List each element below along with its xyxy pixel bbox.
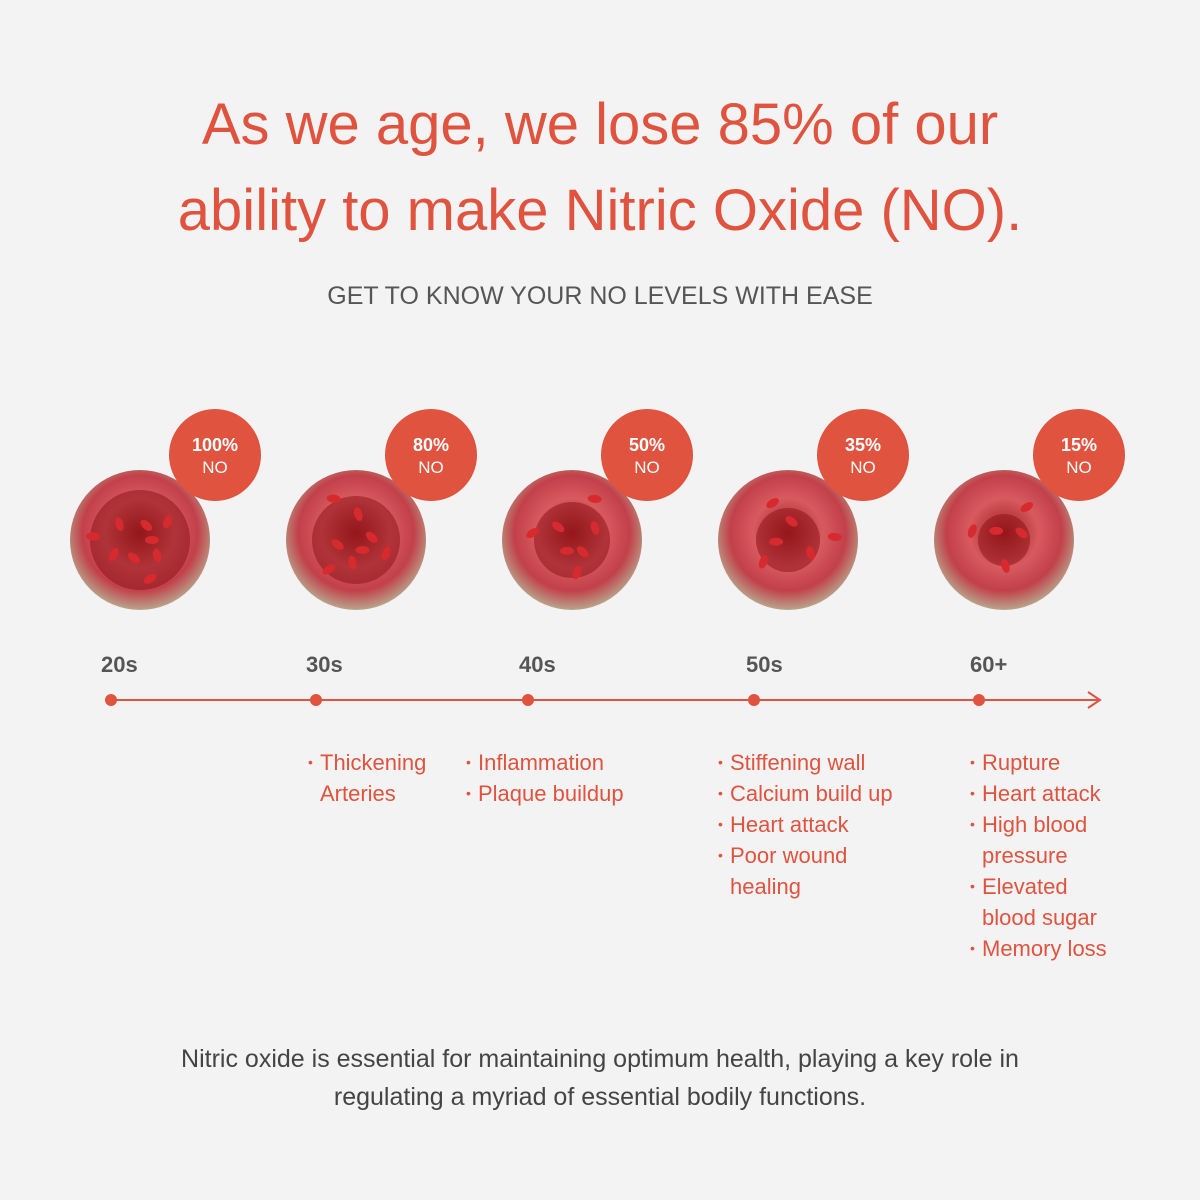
blood-cell xyxy=(1001,559,1010,573)
blood-cell xyxy=(758,555,768,569)
condition-item: Rupture xyxy=(970,747,1125,778)
condition-item: Heart attack xyxy=(718,809,908,840)
blood-cell xyxy=(331,539,344,550)
age-label: 40s xyxy=(519,652,556,677)
blood-cell xyxy=(552,521,565,533)
blood-cell xyxy=(785,516,798,527)
level-unit: NO xyxy=(850,458,876,477)
level-value: 15% xyxy=(1060,435,1098,455)
subtitle: GET TO KNOW YOUR NO LEVELS WITH EASE xyxy=(327,282,873,310)
blood-cell xyxy=(766,498,779,509)
blood-cell xyxy=(1020,502,1034,513)
blood-cell xyxy=(163,515,173,529)
condition-item: Memory loss xyxy=(970,933,1125,964)
blood-cell xyxy=(769,537,784,546)
age-label: 60+ xyxy=(970,652,1008,677)
vessel-lumen xyxy=(756,508,820,572)
condition-list: Stiffening wallCalcium build upHeart att… xyxy=(718,747,908,902)
blood-cell xyxy=(365,531,378,543)
age-label: 20s xyxy=(101,652,138,677)
level-unit: NO xyxy=(202,458,228,477)
blood-cell xyxy=(355,546,370,555)
blood-cell xyxy=(989,526,1004,535)
blood-cell xyxy=(143,573,157,584)
vessel-lumen xyxy=(312,496,400,584)
level-unit: NO xyxy=(634,458,660,477)
level-value: 50% xyxy=(628,435,666,455)
age-label: 30s xyxy=(306,652,343,677)
condition-item: Elevated blood sugar xyxy=(970,871,1125,933)
vessel-lumen xyxy=(90,490,190,590)
footer-text: Nitric oxide is essential for maintainin… xyxy=(181,1045,1019,1111)
level-value: 80% xyxy=(412,435,450,455)
level-badge: 35% NO xyxy=(817,409,909,501)
blood-cell xyxy=(526,528,539,539)
blood-cell xyxy=(587,494,602,503)
condition-list: Thickening Arteries xyxy=(308,747,438,809)
blood-cell xyxy=(967,524,977,538)
blood-cell xyxy=(806,546,815,560)
level-unit: NO xyxy=(1066,458,1092,477)
blood-cell xyxy=(353,507,363,521)
title-line: ability to make Nitric Oxide (NO). xyxy=(177,178,1023,243)
age-label: 50s xyxy=(746,652,783,677)
blood-cell xyxy=(348,555,357,570)
blood-cell xyxy=(827,532,842,541)
blood-cell xyxy=(127,552,140,564)
level-value: 100% xyxy=(191,435,239,455)
condition-item: Calcium build up xyxy=(718,778,908,809)
vessel-lumen xyxy=(978,514,1030,566)
level-badge: 80% NO xyxy=(385,409,477,501)
level-badge: 100% NO xyxy=(169,409,261,501)
vessel-lumen xyxy=(534,502,610,578)
condition-item: Thickening Arteries xyxy=(308,747,438,809)
blood-cell xyxy=(560,546,575,555)
level-unit: NO xyxy=(418,458,444,477)
condition-item: Plaque buildup xyxy=(466,778,666,809)
level-value: 35% xyxy=(844,435,882,455)
blood-cell xyxy=(86,532,101,541)
level-badge: 15% NO xyxy=(1033,409,1125,501)
blood-cell xyxy=(590,521,600,535)
level-badge: 50% NO xyxy=(601,409,693,501)
blood-cell xyxy=(140,519,153,531)
condition-item: Heart attack xyxy=(970,778,1125,809)
condition-list: InflammationPlaque buildup xyxy=(466,747,666,809)
title-line: As we age, we lose 85% of our xyxy=(201,92,999,157)
blood-cell xyxy=(572,565,582,580)
condition-item: High blood pressure xyxy=(970,809,1125,871)
blood-cell xyxy=(576,546,589,558)
blood-cell xyxy=(145,536,159,544)
blood-cell xyxy=(115,517,124,531)
blood-cell xyxy=(152,548,162,563)
blood-cell xyxy=(109,548,119,562)
condition-list: RuptureHeart attackHigh blood pressureEl… xyxy=(970,747,1125,964)
blood-cell xyxy=(381,546,391,561)
blood-cell xyxy=(1015,527,1028,539)
condition-item: Poor wound healing xyxy=(718,840,908,902)
condition-item: Stiffening wall xyxy=(718,747,908,778)
timeline-arrow xyxy=(1087,691,1102,709)
condition-item: Inflammation xyxy=(466,747,666,778)
blood-cell xyxy=(326,494,341,503)
blood-cell xyxy=(322,564,336,575)
